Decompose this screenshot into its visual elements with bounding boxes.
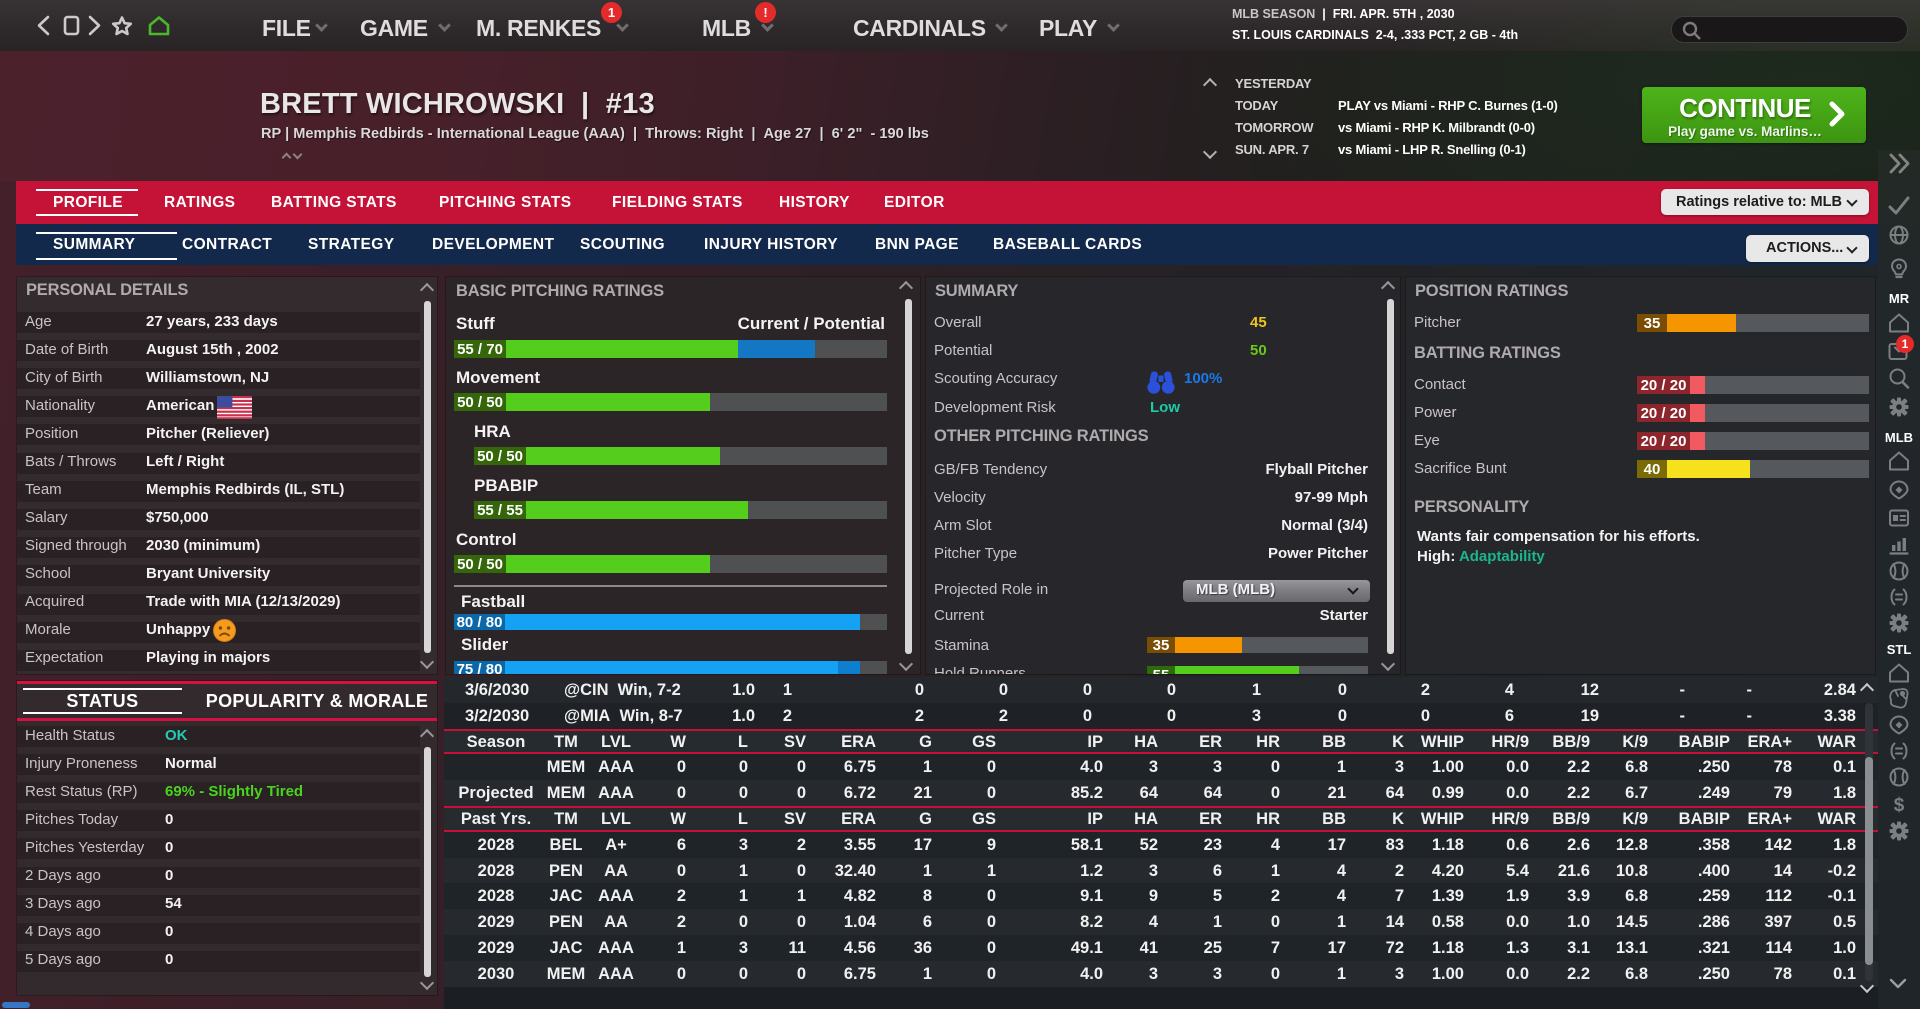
- svg-text:$: $: [1894, 795, 1905, 816]
